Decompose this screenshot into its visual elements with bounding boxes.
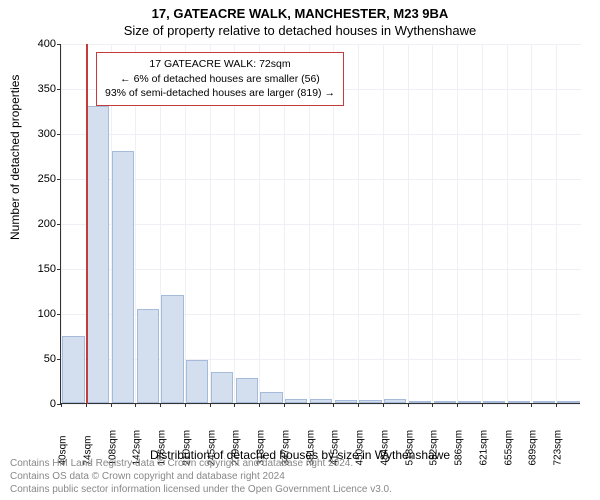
- y-tick-label: 350: [26, 83, 56, 95]
- gridline-horizontal: [61, 134, 581, 135]
- gridline-vertical: [383, 44, 384, 404]
- y-tick-label: 400: [26, 38, 56, 50]
- y-tick-label: 100: [26, 308, 56, 320]
- x-tick-mark: [531, 403, 532, 407]
- histogram-bar: [87, 106, 109, 403]
- histogram-bar: [384, 399, 406, 404]
- x-tick-mark: [234, 403, 235, 407]
- chart-area: 050100150200250300350400 40sqm74sqm108sq…: [60, 44, 580, 404]
- histogram-bar: [285, 399, 307, 404]
- x-tick-mark: [111, 403, 112, 407]
- y-tick-mark: [57, 359, 61, 360]
- x-tick-mark: [507, 403, 508, 407]
- attribution-line: Contains HM Land Registry data © Crown c…: [10, 457, 590, 470]
- x-tick-mark: [408, 403, 409, 407]
- x-tick-mark: [259, 403, 260, 407]
- histogram-bar: [137, 309, 159, 404]
- chart-container: 17, GATEACRE WALK, MANCHESTER, M23 9BA S…: [0, 0, 600, 500]
- marker-line: [86, 44, 88, 404]
- gridline-horizontal: [61, 44, 581, 45]
- y-tick-mark: [57, 44, 61, 45]
- histogram-bar: [434, 401, 456, 403]
- gridline-horizontal: [61, 179, 581, 180]
- histogram-bar: [533, 401, 555, 403]
- gridline-horizontal: [61, 269, 581, 270]
- gridline-vertical: [507, 44, 508, 404]
- gridline-vertical: [556, 44, 557, 404]
- histogram-bar: [260, 392, 282, 403]
- x-tick-mark: [383, 403, 384, 407]
- histogram-bar: [409, 401, 431, 403]
- attribution-line: Contains OS data © Crown copyright and d…: [10, 470, 590, 483]
- histogram-bar: [359, 400, 381, 403]
- histogram-bar: [310, 399, 332, 404]
- histogram-bar: [483, 401, 505, 403]
- gridline-vertical: [408, 44, 409, 404]
- x-tick-mark: [284, 403, 285, 407]
- chart-subtitle: Size of property relative to detached ho…: [0, 23, 600, 38]
- gridline-vertical: [432, 44, 433, 404]
- gridline-horizontal: [61, 224, 581, 225]
- x-tick-mark: [160, 403, 161, 407]
- histogram-bar: [112, 151, 134, 403]
- y-tick-label: 200: [26, 218, 56, 230]
- histogram-bar: [557, 401, 579, 403]
- gridline-vertical: [358, 44, 359, 404]
- histogram-bar: [458, 401, 480, 403]
- annotation-box: 17 GATEACRE WALK: 72sqm ← 6% of detached…: [96, 52, 344, 106]
- histogram-bar: [508, 401, 530, 403]
- y-tick-label: 250: [26, 173, 56, 185]
- x-tick-mark: [210, 403, 211, 407]
- attribution-line: Contains public sector information licen…: [10, 483, 590, 496]
- annotation-line3: 93% of semi-detached houses are larger (…: [105, 86, 335, 101]
- x-tick-mark: [556, 403, 557, 407]
- y-tick-label: 0: [26, 398, 56, 410]
- x-tick-mark: [358, 403, 359, 407]
- histogram-bar: [186, 360, 208, 403]
- y-tick-mark: [57, 179, 61, 180]
- x-tick-mark: [135, 403, 136, 407]
- attribution-text: Contains HM Land Registry data © Crown c…: [10, 457, 590, 496]
- y-tick-mark: [57, 134, 61, 135]
- histogram-bar: [211, 372, 233, 404]
- y-tick-mark: [57, 89, 61, 90]
- x-tick-mark: [333, 403, 334, 407]
- y-tick-mark: [57, 224, 61, 225]
- gridline-vertical: [531, 44, 532, 404]
- annotation-line2: ← 6% of detached houses are smaller (56): [105, 72, 335, 87]
- plot-region: 050100150200250300350400 40sqm74sqm108sq…: [60, 44, 580, 404]
- x-tick-mark: [432, 403, 433, 407]
- y-tick-mark: [57, 269, 61, 270]
- gridline-horizontal: [61, 404, 581, 405]
- x-tick-mark: [309, 403, 310, 407]
- histogram-bar: [335, 400, 357, 403]
- gridline-vertical: [482, 44, 483, 404]
- y-tick-label: 50: [26, 353, 56, 365]
- x-tick-mark: [482, 403, 483, 407]
- y-tick-label: 150: [26, 263, 56, 275]
- y-tick-label: 300: [26, 128, 56, 140]
- histogram-bar: [236, 378, 258, 403]
- histogram-bar: [161, 295, 183, 403]
- y-tick-mark: [57, 314, 61, 315]
- x-tick-mark: [185, 403, 186, 407]
- x-tick-mark: [457, 403, 458, 407]
- chart-title: 17, GATEACRE WALK, MANCHESTER, M23 9BA: [0, 6, 600, 21]
- x-tick-mark: [61, 403, 62, 407]
- histogram-bar: [62, 336, 84, 404]
- gridline-vertical: [457, 44, 458, 404]
- x-tick-mark: [86, 403, 87, 407]
- annotation-line1: 17 GATEACRE WALK: 72sqm: [105, 57, 335, 72]
- y-axis-label: Number of detached properties: [8, 75, 22, 240]
